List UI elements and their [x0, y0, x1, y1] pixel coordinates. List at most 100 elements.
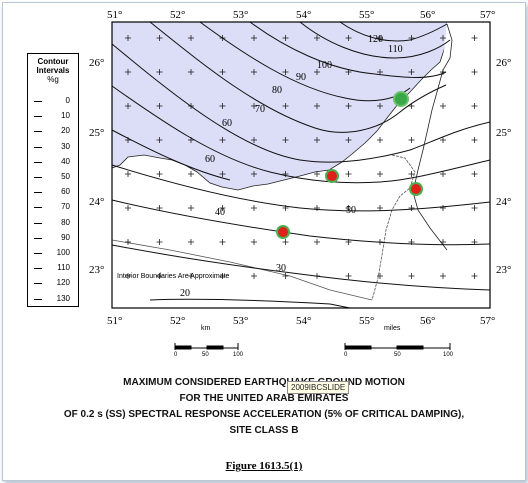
legend-tick	[34, 207, 42, 209]
legend-title-line1: Contour	[37, 57, 69, 66]
miles-scale-unit: miles	[384, 325, 401, 332]
legend-title-line2: Intervals	[36, 66, 70, 75]
contour-label-11: 20	[180, 288, 190, 299]
legend-tick	[34, 146, 42, 148]
legend-value: 30	[61, 141, 70, 151]
contour-60b	[111, 129, 231, 181]
legend-row: 30	[28, 142, 78, 152]
contour-label-9: 40	[215, 207, 225, 218]
legend-value: 90	[61, 232, 70, 242]
lon-label-top-55: 55°	[359, 9, 375, 21]
miles-scale-tick-50: 50	[394, 352, 401, 358]
contour-40	[111, 199, 491, 246]
scale-bar-km	[174, 343, 239, 350]
interior-boundary	[371, 154, 416, 301]
contour-label-7: 60	[205, 154, 215, 165]
lat-label-left-25: 25°	[89, 127, 105, 139]
lat-label-right-24: 24°	[496, 196, 512, 208]
map-note: Interior Boundaries Are Approximate	[117, 273, 230, 280]
legend-value: 130	[56, 293, 70, 303]
contour-label-6: 60	[222, 118, 232, 129]
east-coast	[412, 23, 453, 251]
red-site-marker-1	[325, 169, 339, 183]
green-site-marker	[393, 91, 409, 107]
caption-line-3: OF 0.2 s (SS) SPECTRAL RESPONSE ACCELERA…	[63, 409, 465, 420]
legend-title: Contour Intervals %g	[28, 57, 78, 84]
contour-120	[339, 21, 448, 42]
lon-label-top-52: 52°	[170, 9, 186, 21]
scale-bar-miles	[344, 343, 451, 350]
km-scale-tick-0: 0	[174, 352, 178, 358]
contour-label-3: 90	[296, 72, 306, 83]
legend-value: 80	[61, 217, 70, 227]
contour-label-group: 120 110 100 90 80 70 60 60 50 40 30 20	[180, 34, 403, 299]
contour-label-8: 50	[346, 205, 356, 216]
graticule	[125, 35, 478, 279]
contour-lines	[111, 21, 491, 309]
legend-row: 10	[28, 111, 78, 121]
caption-line-1: MAXIMUM CONSIDERED EARTHQUAKE GROUND MOT…	[123, 377, 405, 388]
lon-label-bottom-57: 57°	[480, 315, 496, 327]
figure-label: Figure 1613.5(1)	[225, 460, 303, 472]
lat-label-left-26: 26°	[89, 57, 105, 69]
caption-line-4: SITE CLASS B	[229, 425, 299, 436]
legend-row: 20	[28, 126, 78, 136]
lat-label-left-24: 24°	[89, 196, 105, 208]
legend-row: 120	[28, 278, 78, 288]
contour-110	[299, 21, 451, 59]
legend-value: 110	[57, 263, 70, 273]
contour-30	[111, 244, 491, 291]
legend-row: 60	[28, 187, 78, 197]
legend-row: 80	[28, 218, 78, 228]
lon-label-top-51: 51°	[107, 9, 123, 21]
legend-row: 40	[28, 157, 78, 167]
legend-row: 70	[28, 202, 78, 212]
contour-label-1: 110	[388, 44, 403, 55]
lon-label-bottom-56: 56°	[420, 315, 436, 327]
legend-tick	[34, 101, 42, 102]
contour-100	[249, 21, 447, 78]
legend-unit: %g	[47, 75, 59, 84]
legend-tick	[34, 131, 42, 133]
legend-row: 90	[28, 233, 78, 243]
lon-label-top-57: 57°	[480, 9, 496, 21]
legend-value: 20	[61, 126, 70, 136]
lon-label-top-54: 54°	[296, 9, 312, 21]
legend-value: 0	[65, 96, 70, 105]
map-border	[111, 21, 491, 309]
lat-label-right-23: 23°	[496, 264, 512, 276]
contour-label-0: 120	[368, 34, 383, 45]
legend-value: 70	[61, 202, 70, 212]
contour-60a	[111, 85, 491, 184]
lon-label-top-56: 56°	[420, 9, 436, 21]
lon-label-bottom-53: 53°	[233, 315, 249, 327]
legend-tick	[34, 177, 42, 178]
lat-label-right-25: 25°	[496, 127, 512, 139]
legend-value: 10	[61, 111, 70, 121]
contour-label-4: 80	[272, 85, 282, 96]
contour-label-10: 30	[276, 263, 286, 274]
legend-row: 100	[28, 248, 78, 258]
lat-label-right-26: 26°	[496, 57, 512, 69]
lon-label-bottom-54: 54°	[296, 315, 312, 327]
contour-label-2: 100	[317, 60, 332, 71]
red-site-marker-3	[276, 225, 290, 239]
legend-tick	[34, 253, 42, 254]
legend-tick	[34, 268, 42, 270]
km-scale-tick-50: 50	[202, 352, 209, 358]
caption-line-2: FOR THE UNITED ARAB EMIRATES	[179, 393, 349, 404]
legend-value: 40	[61, 156, 70, 166]
contour-80	[149, 21, 447, 133]
legend-tick	[34, 116, 42, 118]
legend-row: 50	[28, 172, 78, 182]
lon-label-bottom-55: 55°	[359, 315, 375, 327]
legend-tick	[34, 192, 42, 194]
legend-value: 60	[61, 187, 70, 197]
miles-scale-tick-0: 0	[344, 352, 348, 358]
legend-tick	[34, 298, 42, 300]
legend-tick	[34, 237, 42, 239]
contour-90	[199, 21, 411, 102]
contour-50	[111, 164, 491, 212]
miles-scale-tick-100: 100	[443, 352, 454, 358]
